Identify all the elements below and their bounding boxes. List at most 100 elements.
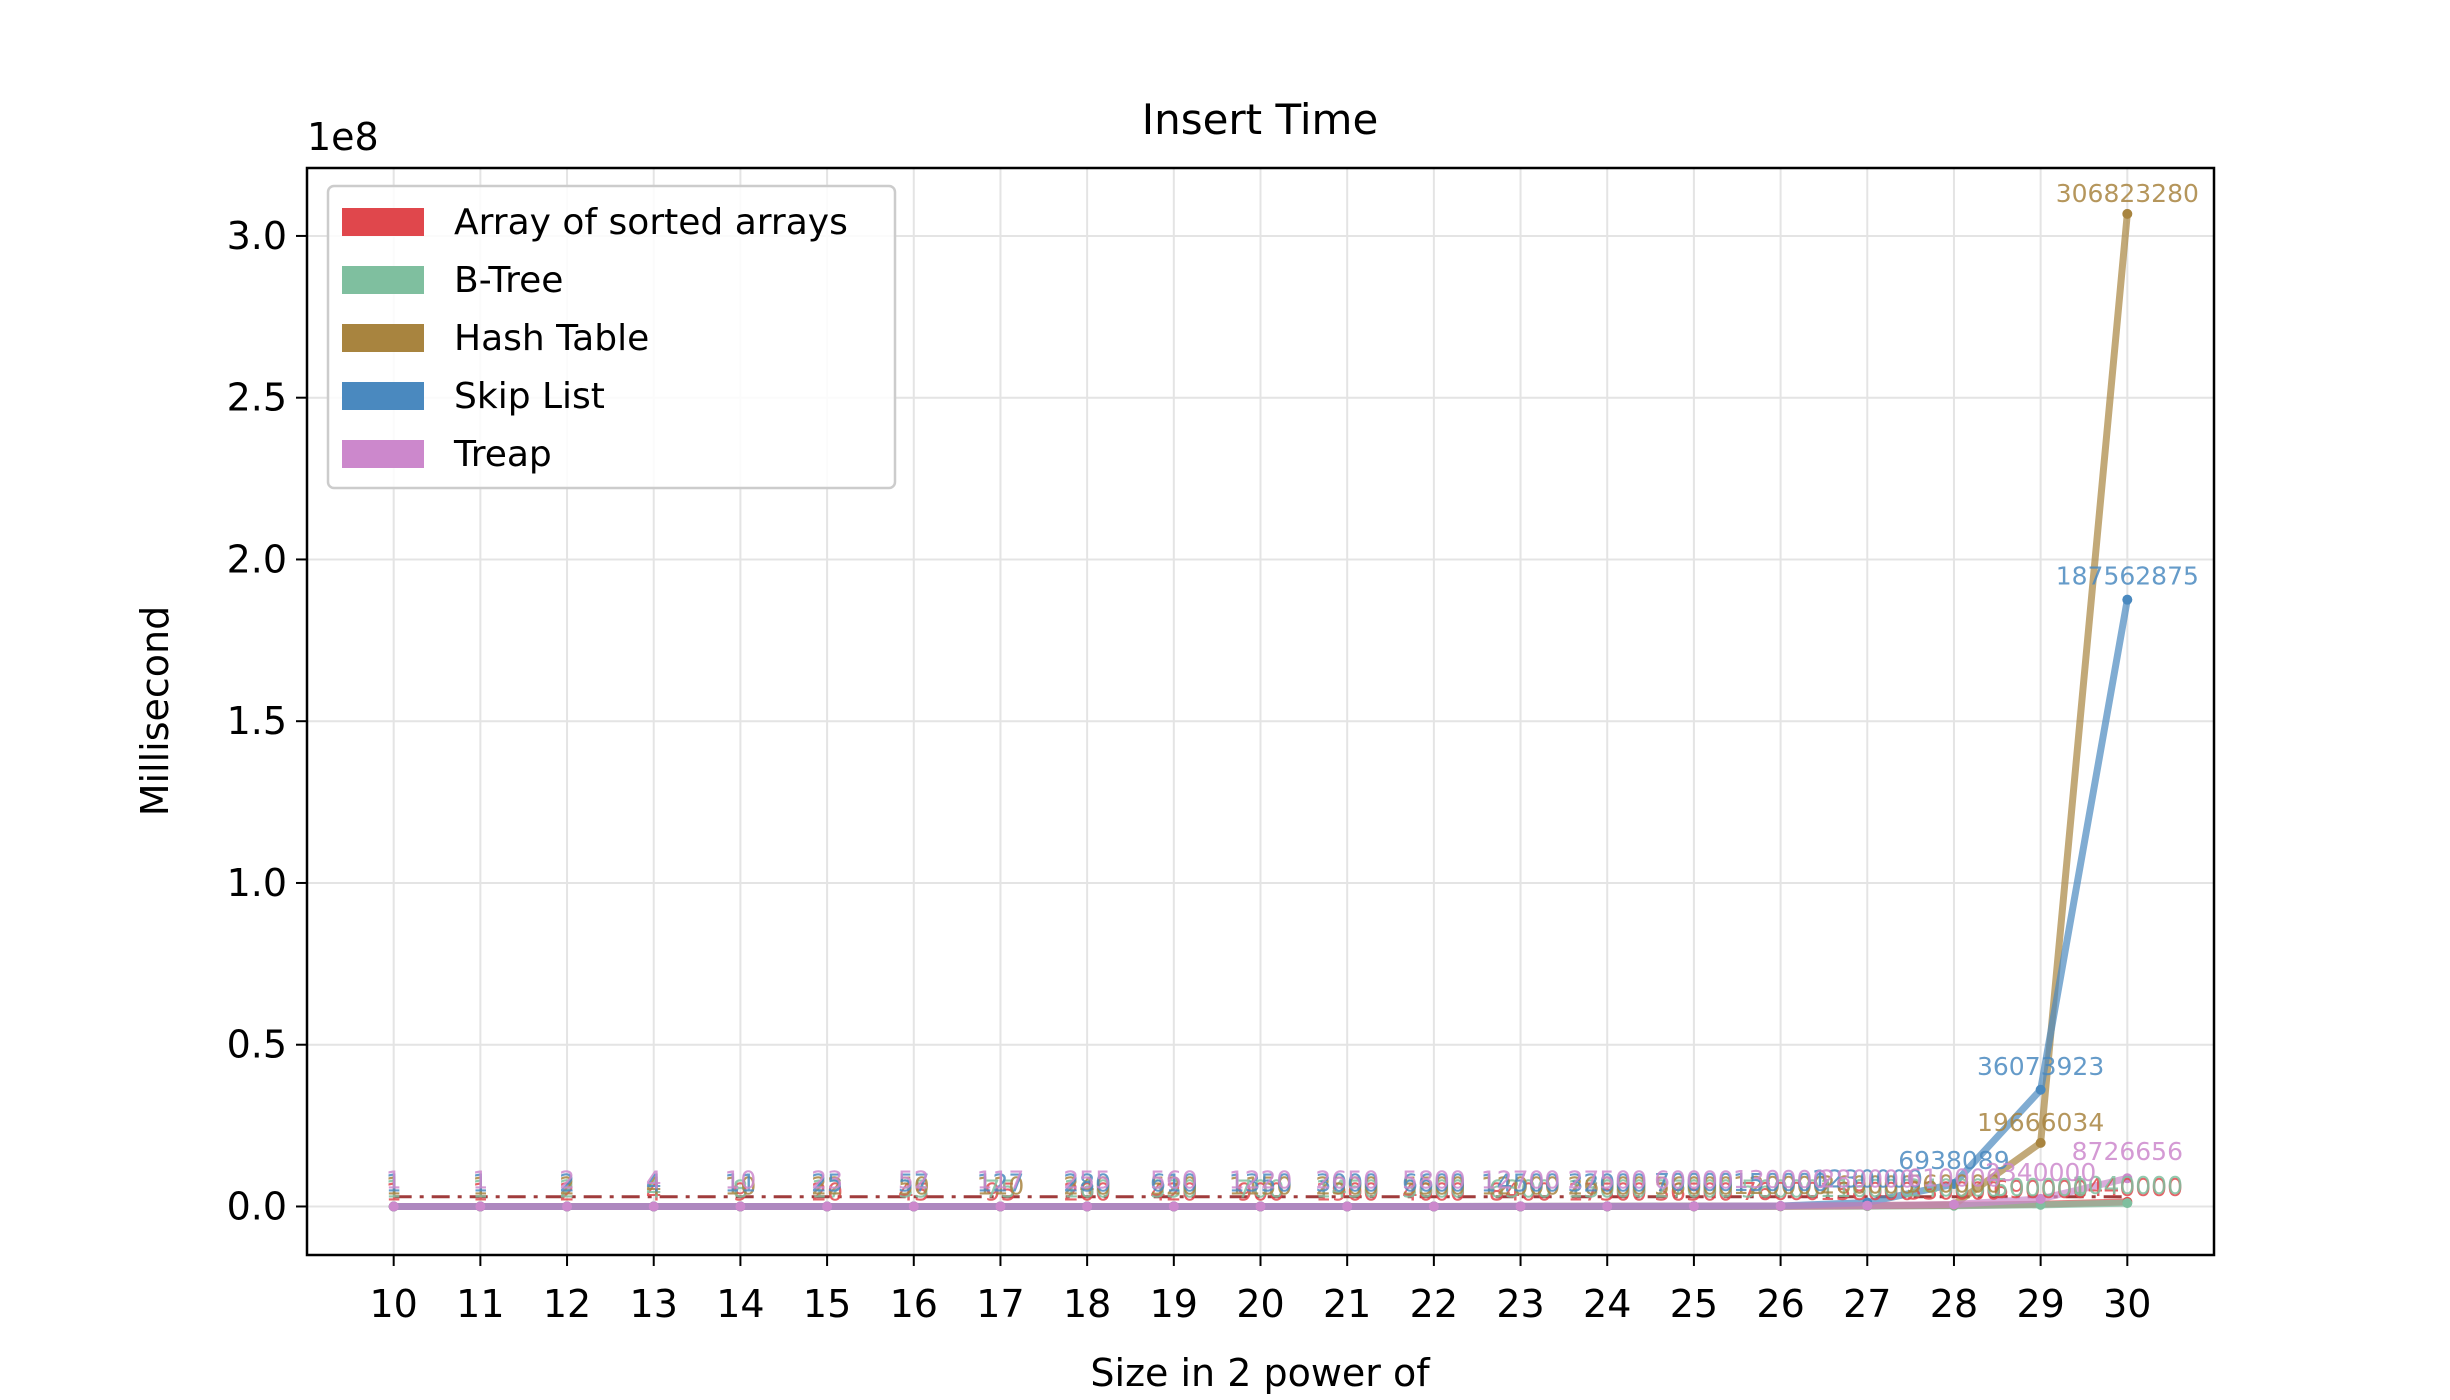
data-label: 8400 (1489, 1177, 1553, 1206)
data-label: 10 (725, 1171, 757, 1200)
data-label: 70000 (1654, 1168, 1734, 1197)
series-layer (388, 208, 2133, 1212)
data-point (2035, 1137, 2046, 1148)
data-label: 1 (386, 1168, 402, 1197)
data-point (1862, 1200, 1873, 1211)
legend: Array of sorted arrays B-Tree Hash Table Sk… (326, 184, 897, 490)
data-point (908, 1201, 919, 1212)
legend-swatch (342, 208, 424, 236)
x-tick-label: 11 (456, 1282, 504, 1326)
data-label: 1900 (1315, 1177, 1379, 1206)
data-label: 50 (898, 1171, 930, 1200)
x-tick-label: 10 (370, 1282, 418, 1326)
data-label: 14500 (1481, 1168, 1561, 1197)
data-label: 560 (1150, 1165, 1198, 1194)
y-offset-label: 1e8 (307, 115, 379, 159)
data-point (1602, 1201, 1613, 1212)
data-label: 280000 (1820, 1165, 1915, 1194)
data-label: 19666034 (1977, 1108, 2104, 1137)
data-label: 900 (1237, 1177, 1285, 1206)
x-tick-label: 13 (630, 1282, 678, 1326)
data-label: 75 (985, 1174, 1017, 1203)
data-point (562, 1201, 573, 1212)
data-label: 240 (1063, 1171, 1111, 1200)
data-label: 1 (472, 1168, 488, 1197)
data-point (475, 1201, 486, 1212)
y-tick-label: 0.5 (227, 1023, 287, 1067)
data-point (822, 1201, 833, 1212)
y-tick-label: 0.0 (227, 1184, 287, 1228)
data-label: 13000 (1567, 1174, 1647, 1203)
x-axis-label: Size in 2 power of (1090, 1351, 1431, 1395)
data-label: 4 (646, 1177, 662, 1206)
x-tick-label: 21 (1323, 1282, 1371, 1326)
data-label: 27500 (1567, 1165, 1647, 1194)
data-label: 240000 (1906, 1174, 2001, 1203)
x-tick-label: 14 (716, 1282, 764, 1326)
data-label: 3000 (1402, 1174, 1466, 1203)
data-point (1515, 1201, 1526, 1212)
x-tick-label: 12 (543, 1282, 591, 1326)
data-point (1342, 1201, 1353, 1212)
data-label: 200 (1063, 1177, 1111, 1206)
data-label: 560000 (1906, 1170, 2001, 1199)
data-label: 690000 (1993, 1175, 2088, 1204)
legend-label: B-Tree (454, 260, 563, 301)
x-tick-label: 18 (1063, 1282, 1111, 1326)
data-label: 25 (811, 1168, 843, 1197)
x-tick-label: 26 (1756, 1282, 1804, 1326)
data-label: 2 (559, 1171, 575, 1200)
data-label: 11 (725, 1168, 757, 1197)
data-label: 1 (386, 1165, 402, 1194)
y-tick-label: 1.5 (227, 699, 287, 743)
data-label: 4 (646, 1171, 662, 1200)
legend-label: Treap (453, 434, 552, 475)
y-tick-label: 2.5 (227, 376, 287, 420)
legend-swatch (342, 382, 424, 410)
y-axis-ticks: 0.0 0.5 1.0 1.5 2.0 2.5 3.0 (227, 214, 307, 1228)
data-label: 60000 (1654, 1165, 1734, 1194)
data-label: 27000 (1654, 1174, 1734, 1203)
data-point (2035, 1084, 2046, 1095)
data-label: 1040000 (2072, 1171, 2183, 1200)
data-label: 9 (732, 1177, 748, 1206)
data-label: 4000 (1402, 1177, 1466, 1206)
data-label: 280 (1063, 1168, 1111, 1197)
data-label: 5800 (1402, 1165, 1466, 1194)
chart-title: Insert Time (1142, 95, 1379, 144)
data-label: 1 (472, 1177, 488, 1206)
data-label: 2500 (1315, 1171, 1379, 1200)
data-label: 52 (898, 1165, 930, 1194)
data-label: 32000 (1567, 1168, 1647, 1197)
data-label: 2 (559, 1165, 575, 1194)
data-label: 12000 (1481, 1171, 1561, 1200)
series-treap (388, 1173, 2133, 1212)
x-tick-label: 19 (1150, 1282, 1198, 1326)
data-point (735, 1201, 746, 1212)
x-tick-label: 24 (1583, 1282, 1631, 1326)
data-label: 6300 (1489, 1174, 1553, 1203)
x-tick-label: 15 (803, 1282, 851, 1326)
data-label: 17 (811, 1174, 843, 1203)
data-label: 17500 (1567, 1177, 1647, 1206)
legend-label: Array of sorted arrays (454, 202, 848, 243)
data-label: 500000 (1993, 1173, 2088, 1202)
data-label: 4 (646, 1174, 662, 1203)
data-point (1255, 1201, 1266, 1212)
data-label: 95 (985, 1177, 1017, 1206)
data-label: 8726656 (2072, 1137, 2183, 1166)
data-label: 10 (725, 1165, 757, 1194)
x-tick-label: 30 (2103, 1282, 2151, 1326)
data-label: 1350 (1229, 1168, 1293, 1197)
data-label: 2 (559, 1177, 575, 1206)
x-axis-ticks: 10 11 12 13 14 15 16 17 18 19 20 21 22 23 24 25 26 27 28 29… (370, 1255, 2151, 1326)
data-label: 1450 (1315, 1174, 1379, 1203)
data-point (1948, 1179, 1959, 1190)
data-label: 610 (1150, 1168, 1198, 1197)
data-label: 36500 (1654, 1177, 1734, 1206)
data-label: 150000 (1733, 1168, 1828, 1197)
data-label: 45 (898, 1177, 930, 1206)
legend-swatch (342, 324, 424, 352)
data-label: 1230000 (1812, 1164, 1923, 1193)
